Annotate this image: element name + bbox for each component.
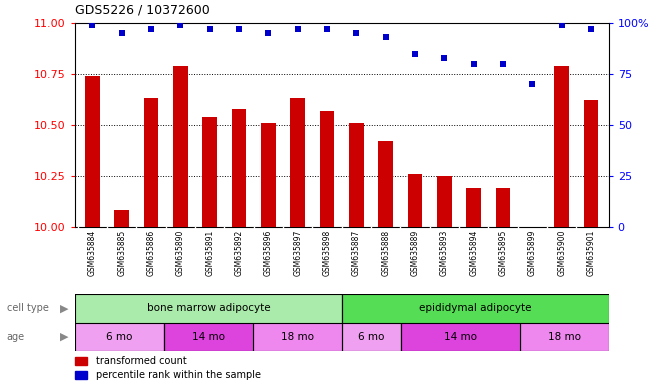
- Bar: [164, 323, 253, 351]
- Point: [234, 26, 244, 32]
- Point: [146, 26, 156, 32]
- Text: GSM635891: GSM635891: [205, 230, 214, 276]
- Point: [87, 22, 98, 28]
- Text: GSM635898: GSM635898: [323, 230, 331, 276]
- Text: GDS5226 / 10372600: GDS5226 / 10372600: [75, 4, 210, 17]
- Text: 18 mo: 18 mo: [547, 332, 581, 342]
- Bar: [290, 98, 305, 227]
- Point: [322, 26, 332, 32]
- Text: GSM635894: GSM635894: [469, 230, 478, 276]
- Point: [263, 30, 273, 36]
- Bar: [75, 371, 87, 379]
- Bar: [173, 66, 187, 227]
- Text: bone marrow adipocyte: bone marrow adipocyte: [146, 303, 270, 313]
- Text: 6 mo: 6 mo: [106, 332, 133, 342]
- Bar: [232, 109, 247, 227]
- Point: [527, 81, 538, 87]
- Text: GSM635899: GSM635899: [528, 230, 537, 276]
- Text: percentile rank within the sample: percentile rank within the sample: [96, 370, 261, 380]
- Text: GSM635888: GSM635888: [381, 230, 390, 276]
- Bar: [342, 323, 401, 351]
- Bar: [115, 210, 129, 227]
- Text: GSM635901: GSM635901: [587, 230, 596, 276]
- Point: [410, 51, 421, 57]
- Point: [498, 61, 508, 67]
- Point: [586, 26, 596, 32]
- Text: GSM635900: GSM635900: [557, 230, 566, 276]
- Point: [381, 34, 391, 40]
- Bar: [584, 100, 598, 227]
- Text: GSM635892: GSM635892: [234, 230, 243, 276]
- Bar: [75, 294, 342, 323]
- Text: GSM635889: GSM635889: [411, 230, 420, 276]
- Bar: [378, 141, 393, 227]
- Bar: [519, 323, 609, 351]
- Bar: [342, 294, 609, 323]
- Bar: [437, 175, 452, 227]
- Point: [117, 30, 127, 36]
- Text: GSM635895: GSM635895: [499, 230, 508, 276]
- Bar: [320, 111, 335, 227]
- Bar: [349, 123, 364, 227]
- Bar: [496, 188, 510, 227]
- Text: GSM635886: GSM635886: [146, 230, 156, 276]
- Text: GSM635897: GSM635897: [294, 230, 302, 276]
- Point: [175, 22, 186, 28]
- Text: epididymal adipocyte: epididymal adipocyte: [419, 303, 531, 313]
- Bar: [408, 174, 422, 227]
- Point: [292, 26, 303, 32]
- Point: [439, 55, 450, 61]
- Text: ▶: ▶: [60, 332, 68, 342]
- Text: age: age: [7, 332, 25, 342]
- Bar: [261, 123, 276, 227]
- Point: [469, 61, 479, 67]
- Text: GSM635887: GSM635887: [352, 230, 361, 276]
- Point: [204, 26, 215, 32]
- Bar: [202, 117, 217, 227]
- Bar: [75, 357, 87, 365]
- Text: 14 mo: 14 mo: [192, 332, 225, 342]
- Text: 18 mo: 18 mo: [281, 332, 314, 342]
- Text: cell type: cell type: [7, 303, 48, 313]
- Bar: [253, 323, 342, 351]
- Bar: [85, 76, 100, 227]
- Text: 14 mo: 14 mo: [444, 332, 477, 342]
- Bar: [75, 323, 164, 351]
- Text: ▶: ▶: [60, 303, 68, 313]
- Bar: [555, 66, 569, 227]
- Text: GSM635885: GSM635885: [117, 230, 126, 276]
- Point: [557, 22, 567, 28]
- Text: 6 mo: 6 mo: [358, 332, 385, 342]
- Text: GSM635896: GSM635896: [264, 230, 273, 276]
- Point: [352, 30, 362, 36]
- Bar: [144, 98, 158, 227]
- Text: GSM635893: GSM635893: [440, 230, 449, 276]
- Text: GSM635884: GSM635884: [88, 230, 97, 276]
- Text: GSM635890: GSM635890: [176, 230, 185, 276]
- Bar: [401, 323, 519, 351]
- Text: transformed count: transformed count: [96, 356, 187, 366]
- Bar: [466, 188, 481, 227]
